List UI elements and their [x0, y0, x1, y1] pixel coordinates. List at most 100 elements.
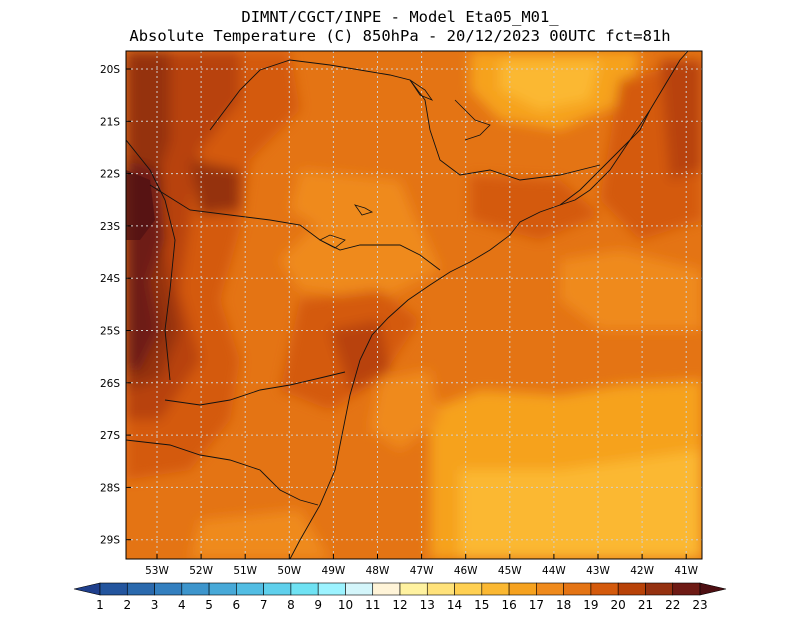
- colorbar-label: 15: [474, 598, 489, 612]
- colorbar-swatch: [372, 582, 401, 596]
- lon-label: 43W: [586, 565, 610, 577]
- atlantic-coastline: [289, 51, 689, 559]
- lon-label: 48W: [366, 565, 390, 577]
- lat-label: 21S: [100, 116, 120, 128]
- lat-label: 25S: [100, 326, 120, 338]
- colorbar-swatch: [345, 582, 374, 596]
- lat-label: 26S: [100, 378, 120, 390]
- colorbar-swatch: [99, 582, 128, 596]
- colorbar-label: 12: [392, 598, 407, 612]
- border-sc-rs: [126, 439, 319, 506]
- river-parana: [126, 139, 176, 381]
- colorbar-label: 19: [583, 598, 598, 612]
- border-pr-sp: [229, 214, 441, 271]
- border-pr-sc: [164, 371, 346, 406]
- colorbar-arrow-left: [73, 582, 101, 596]
- colorbar-label: 17: [529, 598, 544, 612]
- coastline-borders: [126, 51, 689, 559]
- colorbar-label: 22: [665, 598, 680, 612]
- lat-label: 20S: [100, 64, 120, 76]
- colorbar-label: 9: [314, 598, 322, 612]
- lon-label: 46W: [454, 565, 478, 577]
- colorbar-label: 13: [420, 598, 435, 612]
- colorbar-swatch: [290, 582, 319, 596]
- colorbar: 1 2 3 4 5 6 7 8 9 10 11 12 13 14 15 16 17 18 19 20 21 22 23: [73, 582, 727, 612]
- colorbar-swatch: [563, 582, 592, 596]
- colorbar-swatch: [426, 582, 455, 596]
- colorbar-swatch: [536, 582, 564, 596]
- colorbar-swatch: [399, 582, 428, 596]
- colorbar-swatch: [208, 582, 237, 596]
- colorbar-label: 18: [556, 598, 571, 612]
- colorbar-label: 8: [287, 598, 295, 612]
- colorbar-swatch: [317, 582, 346, 596]
- field-zone-24-west: [126, 170, 155, 240]
- colorbar-label: 23: [692, 598, 707, 612]
- lake-furnas: [454, 99, 491, 141]
- field-zone-17-east-2: [560, 250, 702, 330]
- colorbar-swatch: [481, 582, 510, 596]
- colorbar-label: 5: [205, 598, 213, 612]
- colorbar-label: 21: [638, 598, 653, 612]
- border-mg-rj: [559, 109, 651, 206]
- colorbar-swatch: [454, 582, 483, 596]
- title-line-2: Absolute Temperature (C) 850hPa - 20/12/…: [129, 27, 671, 45]
- colorbar-arrow-right: [699, 582, 727, 596]
- latitude-axis: 20S 21S 22S 23S 24S 25S 26S 27S 28S 29S: [100, 64, 131, 547]
- colorbar-swatch: [236, 582, 264, 596]
- lon-label: 49W: [322, 565, 346, 577]
- lon-label: 42W: [630, 565, 654, 577]
- colorbar-label: 3: [151, 598, 159, 612]
- lat-label: 27S: [100, 430, 120, 442]
- map-frame: [125, 50, 703, 560]
- grid-lines: [126, 51, 702, 559]
- field-zone-16-north: [500, 60, 600, 110]
- longitude-axis: 53W 52W 51W 50W 49W 48W 47W 46W 45W 44W 43W 42W 41W: [145, 554, 699, 577]
- lat-label: 23S: [100, 221, 120, 233]
- colorbar-swatch: [508, 582, 537, 596]
- lat-label: 29S: [100, 535, 120, 547]
- colorbar-label: 20: [611, 598, 626, 612]
- field-zone-16-southeast: [460, 450, 702, 559]
- colorbar-label: 1: [96, 598, 104, 612]
- colorbar-swatch: [590, 582, 619, 596]
- colorbar-swatch: [126, 582, 155, 596]
- title-line-1: DIMNT/CGCT/INPE - Model Eta05_M01_: [241, 8, 559, 26]
- colorbar-label: 7: [260, 598, 268, 612]
- colorbar-label: 6: [233, 598, 241, 612]
- colorbar-label: 14: [447, 598, 462, 612]
- lon-label: 47W: [410, 565, 434, 577]
- lat-label: 28S: [100, 482, 120, 494]
- colorbar-swatch: [645, 582, 674, 596]
- lon-label: 41W: [674, 565, 698, 577]
- lon-label: 44W: [542, 565, 566, 577]
- temperature-field: [126, 51, 702, 559]
- colorbar-swatch: [617, 582, 646, 596]
- colorbar-swatch: [181, 582, 210, 596]
- lat-label: 22S: [100, 169, 120, 181]
- lon-label: 45W: [498, 565, 522, 577]
- field-zone-18-coast: [370, 370, 440, 450]
- lake-tiete: [354, 204, 374, 216]
- field-zone-18-south: [190, 510, 330, 559]
- colorbar-swatch: [672, 582, 701, 596]
- border-ms-sp: [209, 59, 431, 131]
- border-ms-pr: [149, 184, 231, 216]
- lake-paranapanema: [319, 234, 346, 249]
- field-zone-18-center: [280, 225, 440, 300]
- lon-label: 52W: [189, 565, 213, 577]
- colorbar-swatch: [263, 582, 292, 596]
- colorbar-label: 4: [178, 598, 186, 612]
- field-zone-21-coast: [330, 320, 390, 390]
- field-zone-20-rio: [470, 175, 600, 240]
- field-zone-18-north: [290, 170, 420, 235]
- colorbar-label: 10: [338, 598, 353, 612]
- colorbar-label: 16: [501, 598, 516, 612]
- lake-ilha-solteira: [409, 79, 434, 101]
- colorbar-label: 2: [123, 598, 131, 612]
- colorbar-label: 11: [365, 598, 380, 612]
- field-zone-21-east: [660, 60, 702, 180]
- lat-label: 24S: [100, 273, 120, 285]
- lon-label: 50W: [277, 565, 301, 577]
